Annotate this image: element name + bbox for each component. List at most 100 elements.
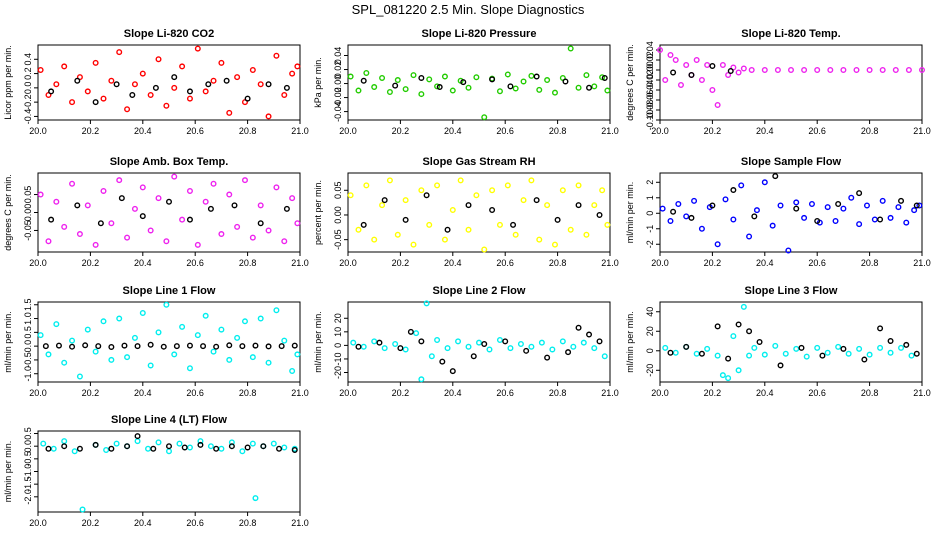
series-1 bbox=[657, 47, 926, 108]
data-point bbox=[583, 231, 590, 238]
data-point bbox=[730, 216, 737, 223]
data-point bbox=[53, 81, 60, 88]
data-point bbox=[441, 73, 448, 80]
data-point bbox=[591, 83, 598, 90]
data-point bbox=[559, 338, 566, 345]
data-point bbox=[257, 202, 264, 209]
data-point bbox=[538, 339, 545, 346]
data-point bbox=[37, 66, 44, 73]
data-point bbox=[108, 343, 115, 350]
data-point bbox=[239, 448, 246, 455]
data-point bbox=[845, 350, 852, 357]
data-point bbox=[457, 177, 464, 184]
x-tick-label: 21.0 bbox=[913, 388, 931, 398]
data-point bbox=[756, 339, 763, 346]
x-tick-label: 20.8 bbox=[239, 388, 257, 398]
x-tick-label: 20.2 bbox=[392, 388, 410, 398]
chart-panel-4: Slope Amb. Box Temp. 20.0 20.2 20.4 20.6 20.8… bbox=[3, 156, 309, 268]
data-point bbox=[124, 106, 131, 113]
data-point bbox=[113, 440, 120, 447]
chart-panel-2: Slope Li-820 Pressure 20.0 20.2 20.4 20.6 20.… bbox=[313, 28, 619, 136]
data-point bbox=[397, 345, 404, 352]
data-point bbox=[231, 202, 238, 209]
chart-panel-6: Slope Sample Flow 20.0 20.2 20.4 20.6 20.8 21.… bbox=[625, 156, 931, 268]
data-point bbox=[186, 88, 193, 95]
data-point bbox=[147, 341, 154, 348]
chart-title: Slope Li-820 Pressure bbox=[422, 28, 537, 40]
series-2 bbox=[360, 192, 603, 233]
data-point bbox=[226, 342, 233, 349]
data-point bbox=[234, 74, 241, 81]
data-point bbox=[418, 187, 425, 194]
data-point bbox=[871, 216, 878, 223]
data-point bbox=[667, 52, 674, 59]
data-point bbox=[37, 332, 44, 339]
data-point bbox=[69, 99, 76, 106]
data-point bbox=[61, 223, 68, 230]
data-point bbox=[131, 81, 138, 88]
data-point bbox=[426, 76, 433, 83]
data-point bbox=[276, 445, 283, 452]
data-point bbox=[698, 350, 705, 357]
x-tick-label: 20.6 bbox=[186, 388, 204, 398]
data-point bbox=[544, 202, 551, 209]
x-tick-label: 21.0 bbox=[601, 258, 619, 268]
data-point bbox=[835, 200, 842, 207]
series-2 bbox=[355, 324, 603, 375]
chart-title: Slope Line 3 Flow bbox=[745, 285, 838, 297]
data-point bbox=[226, 109, 233, 116]
data-point bbox=[481, 341, 488, 348]
data-point bbox=[528, 72, 535, 79]
data-point bbox=[892, 66, 899, 73]
data-point bbox=[688, 214, 695, 221]
data-point bbox=[202, 198, 209, 205]
data-point bbox=[218, 231, 225, 238]
y-tick-label: -0.04 bbox=[333, 101, 343, 122]
data-point bbox=[147, 227, 154, 234]
data-point bbox=[186, 342, 193, 349]
y-tick-label: -0.04 bbox=[645, 80, 655, 101]
data-point bbox=[69, 343, 76, 350]
data-point bbox=[520, 78, 527, 85]
data-point bbox=[226, 356, 233, 363]
data-point bbox=[903, 341, 910, 348]
data-point bbox=[567, 226, 574, 233]
data-point bbox=[693, 350, 700, 357]
data-point bbox=[363, 70, 370, 77]
x-tick-label: 20.6 bbox=[808, 388, 826, 398]
data-point bbox=[281, 444, 288, 451]
data-point bbox=[402, 346, 409, 353]
data-point bbox=[596, 211, 603, 218]
series-1 bbox=[40, 438, 298, 513]
data-point bbox=[496, 336, 503, 343]
data-point bbox=[291, 342, 298, 349]
plot-frame bbox=[37, 44, 301, 121]
x-tick-label: 20.0 bbox=[29, 388, 47, 398]
data-point bbox=[381, 345, 388, 352]
data-point bbox=[827, 66, 834, 73]
data-point bbox=[824, 204, 831, 211]
data-point bbox=[785, 247, 792, 254]
data-point bbox=[197, 438, 204, 445]
data-point bbox=[265, 81, 272, 88]
data-point bbox=[604, 221, 611, 228]
data-point bbox=[371, 338, 378, 345]
data-point bbox=[134, 433, 141, 440]
data-point bbox=[186, 187, 193, 194]
data-point bbox=[124, 443, 131, 450]
data-point bbox=[517, 341, 524, 348]
chart-panel-10: Slope Line 4 (LT) Flow 20.0 20.2 20.4 20.6 20… bbox=[3, 414, 309, 528]
data-point bbox=[520, 197, 527, 204]
data-point bbox=[861, 356, 868, 363]
data-point bbox=[887, 214, 894, 221]
x-tick-label: 20.6 bbox=[496, 126, 514, 136]
data-point bbox=[772, 342, 779, 349]
data-point bbox=[536, 86, 543, 93]
data-point bbox=[131, 205, 138, 212]
chart-title: Slope Li-820 CO2 bbox=[124, 28, 214, 40]
data-point bbox=[504, 182, 511, 189]
y-tick-label: -0.10 bbox=[645, 110, 655, 131]
y-tick-label: 0.00 bbox=[23, 204, 33, 222]
data-point bbox=[124, 234, 131, 241]
